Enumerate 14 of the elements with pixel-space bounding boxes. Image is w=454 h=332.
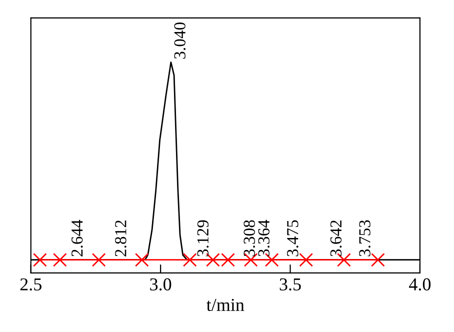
x-tick-label: 4.0 xyxy=(409,278,431,291)
annotation: 3.642 xyxy=(330,220,342,256)
x-axis-title: t/min xyxy=(206,298,244,312)
annotation: 3.308 xyxy=(244,220,256,256)
annotation: 3.475 xyxy=(287,220,298,256)
x-tick-label: 2.5 xyxy=(20,278,42,291)
annotation: 3.129 xyxy=(197,220,209,256)
x-tick-label: 3.5 xyxy=(280,278,301,291)
annotation: 2.644 xyxy=(72,220,83,256)
annotation: 3.753 xyxy=(359,220,370,256)
annotation: 2.812 xyxy=(115,220,126,256)
annotation: 3.364 xyxy=(258,220,270,256)
annotation: 3.040 xyxy=(174,22,186,59)
x-tick-label: 3.0 xyxy=(150,278,172,291)
